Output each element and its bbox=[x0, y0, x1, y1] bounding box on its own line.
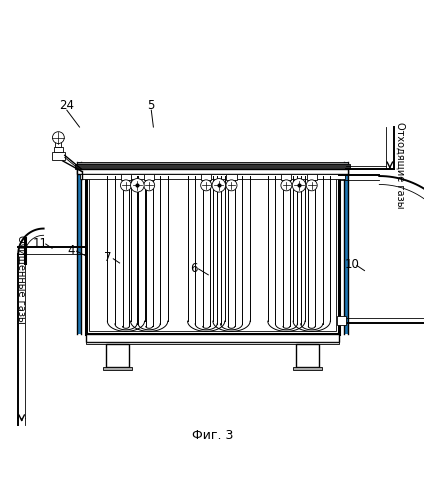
Bar bbox=[77, 162, 348, 164]
Text: 7: 7 bbox=[105, 251, 112, 264]
Bar bbox=[281, 174, 292, 180]
Bar bbox=[296, 344, 319, 367]
Text: 11: 11 bbox=[33, 237, 48, 250]
Bar bbox=[121, 174, 131, 180]
Bar bbox=[201, 174, 211, 180]
Bar bbox=[79, 174, 346, 179]
Text: 5: 5 bbox=[147, 99, 155, 112]
Text: 24: 24 bbox=[60, 99, 74, 112]
Text: Фиг. 3: Фиг. 3 bbox=[192, 429, 233, 442]
Circle shape bbox=[212, 179, 226, 192]
Text: 10: 10 bbox=[344, 258, 359, 271]
Bar bbox=[52, 152, 65, 160]
Circle shape bbox=[130, 179, 144, 192]
Bar bbox=[227, 174, 237, 180]
Bar bbox=[106, 344, 129, 367]
Bar bbox=[103, 367, 132, 370]
Bar bbox=[86, 174, 339, 334]
Bar bbox=[54, 147, 62, 152]
Circle shape bbox=[144, 180, 155, 191]
Bar bbox=[77, 169, 348, 174]
Bar bbox=[86, 334, 339, 341]
Text: 4: 4 bbox=[67, 244, 75, 257]
Text: 6: 6 bbox=[190, 261, 197, 274]
Text: Очищенные газы: Очищенные газы bbox=[17, 235, 27, 323]
Bar bbox=[77, 162, 81, 334]
Circle shape bbox=[281, 180, 292, 191]
Text: Отходящие газы: Отходящие газы bbox=[395, 122, 405, 208]
Bar bbox=[344, 162, 348, 334]
Bar bbox=[75, 164, 350, 169]
Bar bbox=[337, 316, 346, 325]
Bar bbox=[307, 174, 317, 180]
Circle shape bbox=[226, 180, 237, 191]
Circle shape bbox=[292, 179, 306, 192]
Bar bbox=[86, 341, 339, 344]
Circle shape bbox=[52, 132, 64, 144]
Bar bbox=[55, 138, 61, 147]
Bar bbox=[89, 177, 336, 330]
Circle shape bbox=[120, 180, 131, 191]
Circle shape bbox=[306, 180, 317, 191]
Bar bbox=[144, 174, 154, 180]
Circle shape bbox=[201, 180, 212, 191]
Bar bbox=[293, 367, 322, 370]
